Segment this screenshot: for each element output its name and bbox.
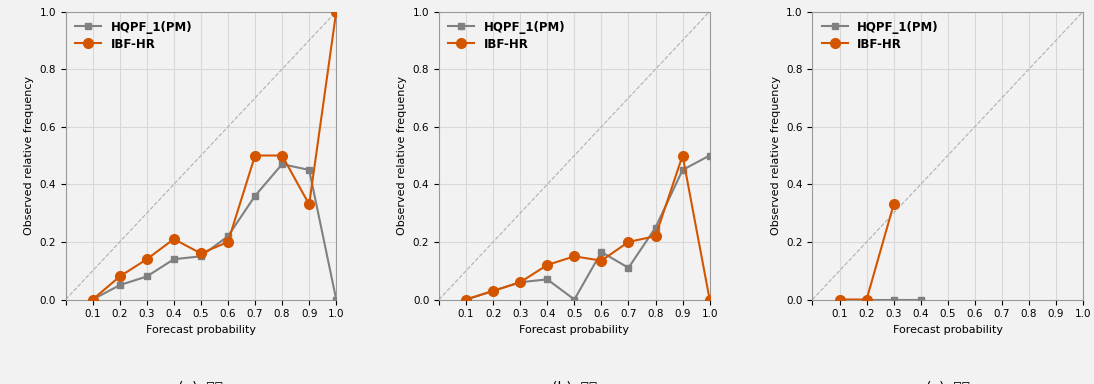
IBF-HR: [487, 289, 500, 293]
Text: (c)  시설: (c) 시설: [926, 380, 969, 384]
Line: HQPF_1(PM): HQPF_1(PM): [836, 296, 924, 303]
HQPF_1(PM): [113, 283, 126, 287]
IBF-HR: [140, 257, 153, 262]
IBF-HR: [276, 153, 289, 158]
HQPF_1(PM): [915, 297, 928, 302]
HQPF_1(PM): [276, 162, 289, 167]
IBF-HR: [833, 297, 846, 302]
IBF-HR: [86, 297, 100, 302]
Legend: HQPF_1(PM), IBF-HR: HQPF_1(PM), IBF-HR: [71, 17, 196, 54]
Text: (a)  보행: (a) 보행: [178, 380, 223, 384]
IBF-HR: [595, 258, 608, 263]
HQPF_1(PM): [140, 274, 153, 279]
IBF-HR: [459, 297, 473, 302]
X-axis label: Forecast probability: Forecast probability: [520, 325, 629, 335]
HQPF_1(PM): [649, 225, 662, 230]
IBF-HR: [676, 153, 689, 158]
Line: HQPF_1(PM): HQPF_1(PM): [463, 152, 713, 303]
HQPF_1(PM): [221, 234, 234, 238]
IBF-HR: [887, 202, 900, 207]
Line: IBF-HR: IBF-HR: [835, 200, 898, 305]
X-axis label: Forecast probability: Forecast probability: [146, 325, 256, 335]
Line: IBF-HR: IBF-HR: [88, 7, 341, 305]
IBF-HR: [329, 9, 342, 14]
IBF-HR: [514, 280, 527, 285]
Y-axis label: Observed relative frequency: Observed relative frequency: [24, 76, 34, 235]
HQPF_1(PM): [487, 289, 500, 293]
Line: HQPF_1(PM): HQPF_1(PM): [90, 161, 340, 303]
HQPF_1(PM): [195, 254, 208, 259]
HQPF_1(PM): [595, 250, 608, 254]
IBF-HR: [649, 234, 662, 238]
HQPF_1(PM): [833, 297, 846, 302]
IBF-HR: [568, 254, 581, 259]
IBF-HR: [303, 202, 316, 207]
HQPF_1(PM): [329, 297, 342, 302]
IBF-HR: [195, 251, 208, 256]
HQPF_1(PM): [514, 280, 527, 285]
HQPF_1(PM): [887, 297, 900, 302]
HQPF_1(PM): [703, 153, 717, 158]
Text: (b)  교통: (b) 교통: [551, 380, 597, 384]
Y-axis label: Observed relative frequency: Observed relative frequency: [397, 76, 407, 235]
IBF-HR: [860, 297, 873, 302]
HQPF_1(PM): [540, 277, 554, 282]
HQPF_1(PM): [621, 266, 635, 270]
IBF-HR: [621, 240, 635, 244]
HQPF_1(PM): [568, 297, 581, 302]
HQPF_1(PM): [167, 257, 181, 262]
IBF-HR: [167, 237, 181, 242]
IBF-HR: [248, 153, 261, 158]
X-axis label: Forecast probability: Forecast probability: [893, 325, 1003, 335]
HQPF_1(PM): [303, 168, 316, 172]
Legend: HQPF_1(PM), IBF-HR: HQPF_1(PM), IBF-HR: [445, 17, 569, 54]
HQPF_1(PM): [676, 168, 689, 172]
IBF-HR: [221, 240, 234, 244]
Legend: HQPF_1(PM), IBF-HR: HQPF_1(PM), IBF-HR: [818, 17, 943, 54]
IBF-HR: [540, 263, 554, 267]
Line: IBF-HR: IBF-HR: [462, 151, 714, 305]
Y-axis label: Observed relative frequency: Observed relative frequency: [770, 76, 781, 235]
HQPF_1(PM): [860, 297, 873, 302]
HQPF_1(PM): [86, 297, 100, 302]
IBF-HR: [113, 274, 126, 279]
HQPF_1(PM): [459, 297, 473, 302]
IBF-HR: [703, 297, 717, 302]
HQPF_1(PM): [248, 194, 261, 198]
